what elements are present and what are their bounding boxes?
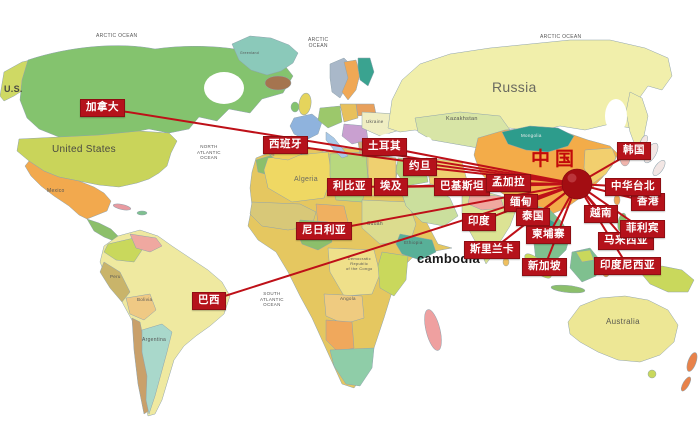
map-label-arctic-ocean-left: ARCTIC OCEAN: [96, 33, 138, 39]
destination-label-canada: 加拿大: [80, 99, 125, 117]
destination-label-bangladesh: 孟加拉: [486, 174, 531, 192]
map-label-peru: Peru: [110, 274, 121, 279]
map-label-australia: Australia: [606, 317, 640, 326]
destination-label-philippines: 菲利宾: [620, 220, 665, 238]
destination-label-chinese-taipei: 中华台北: [605, 178, 661, 196]
map-label-greenland: Greenland: [240, 51, 260, 55]
hub-country-title: 中国: [531, 149, 580, 170]
map-label-arctic-ocean-right: ARCTIC OCEAN: [540, 34, 582, 40]
destination-label-vietnam: 越南: [584, 205, 618, 223]
map-label-russia: Russia: [492, 79, 537, 95]
destination-label-brazil: 巴西: [192, 292, 226, 310]
destination-label-hong-kong: 香港: [631, 193, 665, 211]
destination-label-jordan: 约旦: [403, 158, 437, 176]
destination-label-indonesia: 印度尼西亚: [594, 257, 661, 275]
map-label-us: U.S.: [4, 84, 23, 94]
map-label-mexico: Mexico: [47, 188, 65, 194]
destination-label-turkey: 土耳其: [362, 138, 407, 156]
destination-label-singapore: 新加坡: [522, 258, 567, 276]
destination-label-india: 印度: [462, 213, 496, 231]
map-label-united-states: United States: [52, 144, 116, 155]
map-label-argentina: Argentina: [142, 337, 167, 343]
destination-label-cambodia: 柬埔寨: [526, 226, 571, 244]
destination-label-pakistan: 巴基斯坦: [434, 178, 490, 196]
map-label-bolivia: Bolivia: [137, 297, 153, 302]
destination-label-sri-lanka: 斯里兰卡: [464, 241, 520, 259]
map-label-arctic-ocean-mid: ARCTIC OCEAN: [308, 37, 329, 50]
destination-label-spain: 西班牙: [263, 136, 308, 154]
destination-label-libya: 利比亚: [327, 178, 372, 196]
destination-label-nigeria: 尼日利亚: [296, 222, 352, 240]
destination-label-egypt: 埃及: [374, 178, 408, 196]
destination-label-south-korea: 韩国: [617, 142, 651, 160]
destination-label-thailand: 泰国: [516, 208, 550, 226]
